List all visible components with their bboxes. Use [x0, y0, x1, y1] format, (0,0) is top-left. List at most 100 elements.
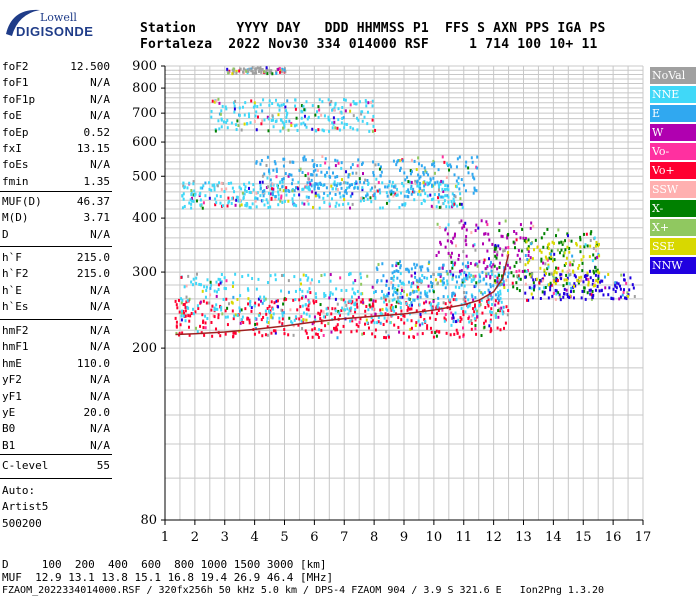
echo-point	[250, 99, 253, 103]
echo-point	[301, 110, 304, 114]
echo-point	[518, 289, 521, 293]
echo-point	[276, 183, 279, 187]
echo-point	[482, 242, 485, 246]
echo-point	[311, 173, 314, 177]
echo-point	[422, 188, 425, 192]
echo-point	[421, 332, 424, 336]
echo-point	[496, 267, 499, 271]
echo-point	[481, 270, 484, 274]
echo-point	[447, 200, 450, 204]
echo-point	[214, 203, 217, 207]
echo-point	[504, 246, 507, 250]
echo-point	[366, 274, 369, 278]
echo-point	[365, 305, 368, 309]
x-tick-label: 14	[545, 530, 562, 545]
echo-point	[544, 262, 547, 266]
echo-point	[596, 280, 599, 284]
echo-point	[488, 324, 491, 328]
echo-point	[302, 273, 305, 277]
echo-point	[419, 291, 422, 295]
echo-point	[330, 99, 333, 103]
echo-point	[338, 128, 341, 132]
echo-point	[513, 264, 516, 268]
echo-point	[343, 98, 346, 102]
echo-point	[318, 206, 321, 210]
legend-item: SSW	[650, 181, 696, 198]
echo-point	[612, 287, 615, 291]
echo-point	[320, 328, 323, 332]
echo-point	[478, 260, 481, 264]
echo-point	[454, 261, 457, 265]
echo-point	[449, 269, 452, 273]
echo-point	[324, 324, 327, 328]
echo-point	[372, 307, 375, 311]
echo-point	[417, 288, 420, 292]
echo-point	[450, 199, 453, 203]
echo-point	[386, 308, 389, 312]
echo-point	[337, 118, 340, 122]
echo-point	[238, 113, 241, 117]
echo-point	[313, 315, 316, 319]
echo-point	[539, 278, 542, 282]
echo-point	[459, 197, 462, 201]
echo-point	[377, 163, 380, 167]
echo-point	[404, 202, 407, 206]
echo-point	[303, 108, 306, 112]
echo-point	[477, 226, 480, 230]
echo-point	[268, 103, 271, 107]
echo-point	[415, 168, 418, 172]
echo-point	[594, 256, 597, 260]
echo-point	[301, 289, 304, 293]
echo-point	[450, 165, 453, 169]
echo-point	[371, 307, 374, 311]
echo-point	[183, 204, 186, 208]
echo-point	[217, 287, 220, 291]
echo-point	[266, 316, 269, 320]
echo-point	[312, 164, 315, 168]
echo-point	[557, 266, 560, 270]
header-row-values: Fortaleza 2022 Nov30 334 014000 RSF 1 71…	[140, 37, 598, 52]
echo-point	[398, 159, 401, 163]
echo-point	[217, 119, 220, 123]
echo-point	[409, 187, 412, 191]
echo-point	[406, 293, 409, 297]
echo-point	[282, 273, 285, 277]
echo-point	[476, 166, 479, 170]
echo-point	[427, 268, 430, 272]
echo-point	[352, 281, 355, 285]
echo-point	[427, 173, 430, 177]
echo-point	[506, 275, 509, 279]
echo-point	[371, 319, 374, 323]
echo-point	[451, 192, 454, 196]
echo-point	[385, 336, 388, 340]
echo-point	[209, 286, 212, 290]
echo-point	[395, 261, 398, 265]
echo-point	[600, 279, 603, 283]
echo-point	[474, 327, 477, 331]
echo-point	[243, 122, 246, 126]
echo-point	[488, 290, 491, 294]
echo-point	[463, 284, 466, 288]
echo-point	[484, 319, 487, 323]
echo-point	[317, 193, 320, 197]
echo-point	[390, 276, 393, 280]
echo-point	[367, 101, 370, 105]
echo-point	[505, 278, 508, 282]
echo-point	[266, 320, 269, 324]
echo-point	[281, 314, 284, 318]
echo-point	[278, 67, 281, 71]
echo-point	[291, 178, 294, 182]
echo-point	[562, 295, 565, 299]
echo-point	[456, 331, 459, 335]
echo-point	[265, 186, 268, 190]
echo-point	[473, 177, 476, 181]
echo-point	[181, 194, 184, 198]
echo-point	[202, 319, 205, 323]
echo-point	[354, 292, 357, 296]
echo-point	[402, 314, 405, 318]
echo-point	[370, 298, 373, 302]
echo-point	[499, 292, 502, 296]
echo-point	[350, 306, 353, 310]
echo-point	[333, 183, 336, 187]
echo-point	[548, 242, 551, 246]
